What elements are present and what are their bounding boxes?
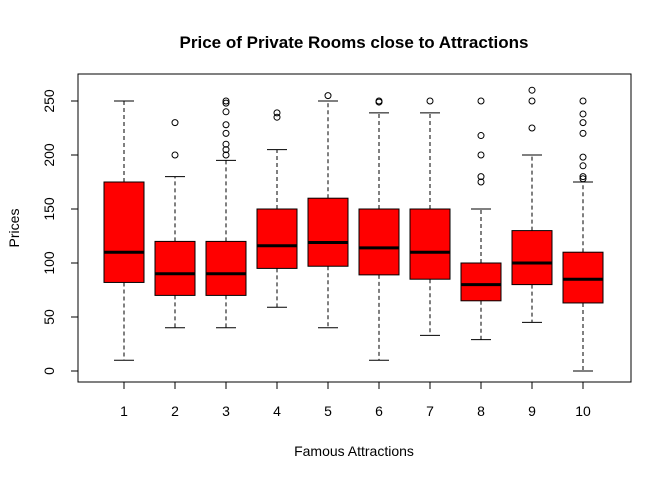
outlier-point xyxy=(222,140,230,148)
iqr-box xyxy=(154,240,196,296)
plot-frame xyxy=(77,73,632,383)
outlier-point xyxy=(579,129,587,137)
outlier-point xyxy=(171,151,179,159)
outlier-point xyxy=(477,97,485,105)
x-tick-label: 7 xyxy=(426,403,434,419)
boxes-group xyxy=(103,86,604,372)
x-tick-label: 6 xyxy=(375,403,383,419)
outlier-point xyxy=(579,175,587,183)
x-tick-label: 9 xyxy=(528,403,536,419)
y-tick-label: 150 xyxy=(41,197,57,221)
outlier-point xyxy=(171,119,179,127)
box-1 xyxy=(103,100,145,361)
x-axis: 1 2 3 4 5 6 7 8 9 10 xyxy=(120,381,591,419)
y-axis: 0 50 100 150 200 250 xyxy=(41,89,79,375)
outlier-point xyxy=(477,178,485,186)
outlier-point xyxy=(579,173,587,181)
iqr-box xyxy=(562,251,604,304)
y-tick-label: 100 xyxy=(41,251,57,275)
outlier-point xyxy=(579,162,587,170)
x-axis-label: Famous Attractions xyxy=(294,443,414,459)
x-tick-label: 2 xyxy=(171,403,179,419)
box-4 xyxy=(256,109,298,308)
outlier-point xyxy=(222,108,230,116)
outlier-point xyxy=(528,97,536,105)
outlier-point xyxy=(426,97,434,105)
y-tick-label: 0 xyxy=(41,367,57,375)
iqr-box xyxy=(103,181,145,283)
outlier-point xyxy=(222,146,230,154)
box-5 xyxy=(307,92,349,329)
x-tick-label: 4 xyxy=(273,403,281,419)
y-tick-label: 250 xyxy=(41,89,57,113)
iqr-box xyxy=(256,208,298,269)
x-tick-label: 5 xyxy=(324,403,332,419)
box-8 xyxy=(460,97,502,341)
outlier-point xyxy=(477,173,485,181)
box-3 xyxy=(205,97,247,329)
y-tick-label: 200 xyxy=(41,143,57,167)
x-tick-label: 10 xyxy=(575,403,591,419)
x-tick-label: 8 xyxy=(477,403,485,419)
outlier-point xyxy=(375,97,383,105)
outlier-point xyxy=(528,124,536,132)
outlier-point xyxy=(222,99,230,107)
iqr-box xyxy=(307,197,349,267)
chart-title: Price of Private Rooms close to Attracti… xyxy=(180,33,529,52)
box-10 xyxy=(562,97,604,372)
outlier-point xyxy=(579,97,587,105)
y-tick-label: 50 xyxy=(41,309,57,325)
outlier-point xyxy=(528,86,536,94)
box-9 xyxy=(511,86,553,323)
outlier-point xyxy=(222,97,230,105)
iqr-box xyxy=(358,208,400,276)
outlier-point xyxy=(222,151,230,159)
outlier-point xyxy=(477,132,485,140)
outlier-point xyxy=(579,153,587,161)
box-2 xyxy=(154,119,196,329)
x-tick-label: 3 xyxy=(222,403,230,419)
outlier-point xyxy=(222,129,230,137)
box-7 xyxy=(409,97,451,336)
outlier-point xyxy=(273,113,281,121)
iqr-box xyxy=(460,262,502,302)
iqr-box xyxy=(511,230,553,286)
outlier-point xyxy=(579,119,587,127)
box-6 xyxy=(358,97,400,361)
y-axis-label: Prices xyxy=(6,209,22,248)
iqr-box xyxy=(205,240,247,296)
iqr-box xyxy=(409,208,451,280)
x-tick-label: 1 xyxy=(120,403,128,419)
outlier-point xyxy=(477,151,485,159)
outlier-point xyxy=(273,109,281,117)
outlier-point xyxy=(579,110,587,118)
outlier-point xyxy=(222,121,230,129)
outlier-point xyxy=(324,92,332,100)
